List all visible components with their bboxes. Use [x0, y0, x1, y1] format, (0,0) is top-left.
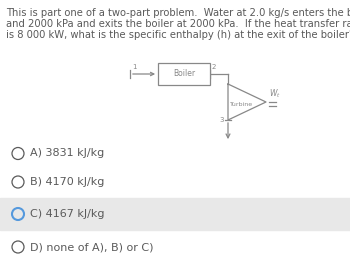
- Text: $W_t$: $W_t$: [269, 88, 281, 100]
- Text: B) 4170 kJ/kg: B) 4170 kJ/kg: [30, 177, 104, 187]
- Text: C) 4167 kJ/kg: C) 4167 kJ/kg: [30, 209, 105, 219]
- Text: Turbine: Turbine: [230, 101, 253, 107]
- Text: Boiler: Boiler: [173, 69, 195, 78]
- Text: 2: 2: [212, 64, 216, 70]
- Text: This is part one of a two-part problem.  Water at 2.0 kg/s enters the boiler at : This is part one of a two-part problem. …: [6, 8, 350, 18]
- Text: and 2000 kPa and exits the boiler at 2000 kPa.  If the heat transfer rate into t: and 2000 kPa and exits the boiler at 200…: [6, 19, 350, 29]
- Text: A) 3831 kJ/kg: A) 3831 kJ/kg: [30, 148, 104, 158]
- Bar: [158, 63, 210, 85]
- Text: D) none of A), B) or C): D) none of A), B) or C): [30, 242, 154, 252]
- Bar: [0, 198, 350, 230]
- Text: 1: 1: [132, 64, 136, 70]
- Text: 3: 3: [219, 117, 224, 123]
- Text: is 8 000 kW, what is the specific enthalpy (h) at the exit of the boiler?: is 8 000 kW, what is the specific enthal…: [6, 30, 350, 40]
